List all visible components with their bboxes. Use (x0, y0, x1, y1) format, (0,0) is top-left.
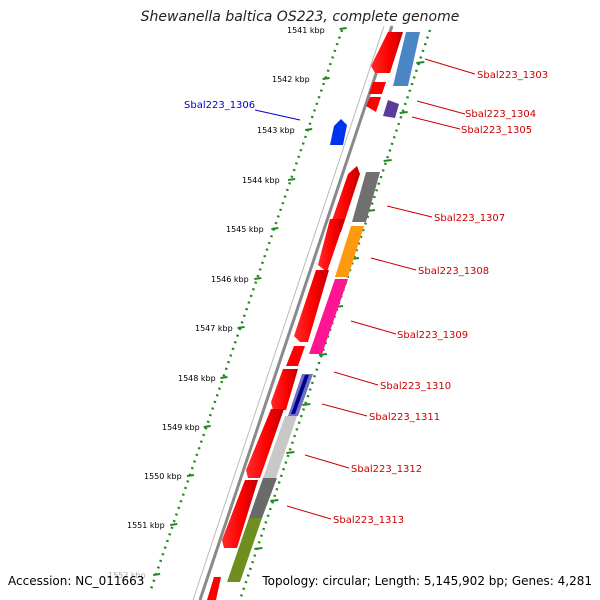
gene-block[interactable] (335, 226, 364, 277)
tick-mark (383, 159, 392, 162)
tick-mark (399, 111, 408, 114)
gene-block[interactable] (291, 375, 309, 414)
gene-label[interactable]: Sbal223_1309 (397, 330, 468, 341)
tick-mark (153, 573, 161, 576)
tick-marks (153, 27, 425, 576)
gene-block[interactable] (393, 32, 420, 86)
cds-feature[interactable] (222, 480, 258, 548)
tick-track-outer (148, 29, 344, 593)
cds-feature[interactable] (246, 409, 284, 478)
tick-label: 1541 kbp (287, 26, 325, 35)
tick-label: 1547 kbp (195, 324, 233, 333)
gene-label[interactable]: Sbal223_1310 (380, 381, 451, 392)
cds-feature[interactable] (294, 270, 329, 342)
gene-block[interactable] (383, 100, 399, 118)
cds-feature[interactable] (328, 166, 360, 232)
tick-mark (254, 547, 263, 550)
label-connectors (254, 58, 476, 520)
cds-track (207, 32, 403, 600)
gene-label[interactable]: Sbal223_1307 (434, 213, 505, 224)
accession-text: Accession: NC_011663 (8, 574, 145, 588)
tick-mark (318, 353, 328, 356)
cds-feature[interactable] (318, 219, 345, 272)
gene-label[interactable]: Sbal223_1311 (369, 412, 440, 423)
cds-feature[interactable] (271, 369, 298, 410)
gene-label[interactable]: Sbal223_1304 (465, 109, 536, 120)
gene-label[interactable]: Sbal223_1312 (351, 464, 422, 475)
tick-mark (203, 425, 211, 428)
gene-label[interactable]: Sbal223_1308 (418, 266, 489, 277)
tick-mark (220, 376, 228, 379)
cds-feature[interactable] (286, 346, 305, 366)
gene-label[interactable]: Sbal223_1313 (333, 515, 404, 526)
tick-mark (305, 128, 313, 131)
tick-label: 1550 kbp (144, 472, 182, 481)
cds-feature[interactable] (369, 82, 386, 94)
tick-mark (287, 178, 296, 181)
topology-summary: Topology: circular; Length: 5,145,902 bp… (262, 574, 592, 588)
tick-mark (416, 61, 425, 64)
gene-block[interactable] (263, 416, 297, 478)
tick-mark (270, 499, 279, 502)
gene-label[interactable]: Sbal223_1303 (477, 70, 548, 81)
gene-block[interactable] (309, 279, 348, 354)
tick-mark (170, 523, 178, 526)
gene-blocks (227, 32, 420, 582)
tick-label: 1544 kbp (242, 176, 280, 185)
tick-mark (271, 227, 279, 230)
tick-label: 1549 kbp (162, 423, 200, 432)
tick-label: 1545 kbp (226, 225, 264, 234)
reverse-gene-arrow[interactable] (330, 119, 347, 145)
tick-label: 1542 kbp (272, 75, 310, 84)
tick-mark (286, 451, 295, 454)
cds-feature[interactable] (207, 577, 221, 600)
tick-mark (186, 474, 195, 477)
gene-block[interactable] (249, 478, 277, 518)
backbone-outer (198, 25, 394, 600)
gene-block[interactable] (227, 518, 262, 582)
tick-label: 1552 kbp (108, 571, 146, 580)
tick-mark (254, 277, 262, 280)
map-title: Shewanella baltica OS223, complete genom… (140, 9, 460, 25)
tick-mark (302, 403, 311, 406)
tick-label: 1546 kbp (211, 275, 249, 284)
tick-label: 1543 kbp (257, 126, 295, 135)
tick-mark (339, 27, 347, 30)
cds-feature[interactable] (371, 32, 403, 73)
gene-block[interactable] (352, 172, 380, 222)
gene-label[interactable]: Sbal223_1305 (461, 125, 532, 136)
cds-feature[interactable] (366, 97, 381, 112)
gene-label[interactable]: Sbal223_1306 (184, 100, 255, 111)
tick-label: 1548 kbp (178, 374, 216, 383)
backbone-inner (192, 25, 385, 600)
tick-mark (237, 326, 245, 329)
tick-mark (322, 77, 330, 80)
tick-label: 1551 kbp (127, 521, 165, 530)
